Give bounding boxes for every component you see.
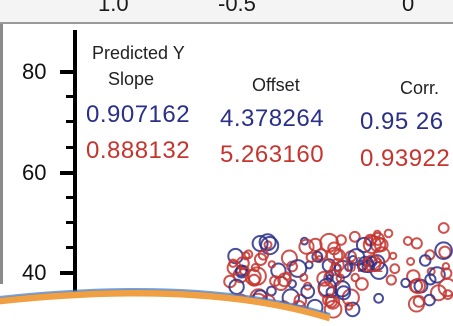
decorative-swoosh: [0, 0, 453, 326]
